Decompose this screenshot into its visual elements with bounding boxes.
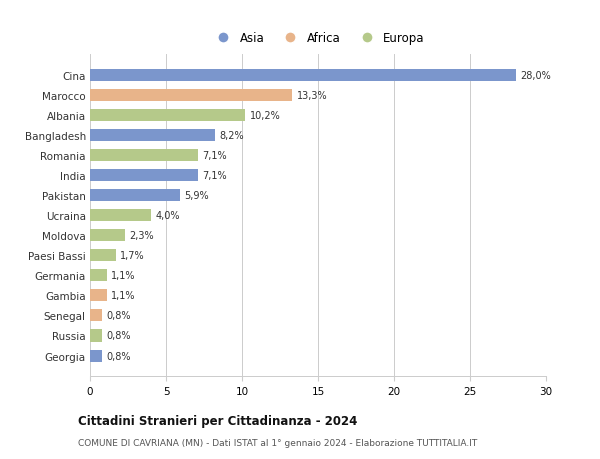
Text: 7,1%: 7,1% xyxy=(202,171,227,181)
Text: 4,0%: 4,0% xyxy=(155,211,180,221)
Text: 10,2%: 10,2% xyxy=(250,111,280,121)
Bar xyxy=(90,130,215,142)
Text: 1,1%: 1,1% xyxy=(111,291,136,301)
Bar xyxy=(90,110,245,122)
Bar xyxy=(90,190,179,202)
Bar xyxy=(90,70,515,82)
Bar xyxy=(90,230,125,242)
Bar xyxy=(90,290,107,302)
Bar xyxy=(90,310,102,322)
Text: 1,7%: 1,7% xyxy=(121,251,145,261)
Bar xyxy=(90,270,107,282)
Bar xyxy=(90,210,151,222)
Bar xyxy=(90,330,102,342)
Bar xyxy=(90,250,116,262)
Text: 13,3%: 13,3% xyxy=(297,91,328,101)
Text: 1,1%: 1,1% xyxy=(111,271,136,281)
Bar xyxy=(90,150,198,162)
Text: 7,1%: 7,1% xyxy=(202,151,227,161)
Bar xyxy=(90,90,292,102)
Text: 28,0%: 28,0% xyxy=(520,71,551,81)
Text: 0,8%: 0,8% xyxy=(107,351,131,361)
Text: 5,9%: 5,9% xyxy=(184,191,209,201)
Text: 0,8%: 0,8% xyxy=(107,311,131,321)
Legend: Asia, Africa, Europa: Asia, Africa, Europa xyxy=(208,29,428,49)
Text: 2,3%: 2,3% xyxy=(130,231,154,241)
Bar xyxy=(90,170,198,182)
Text: 8,2%: 8,2% xyxy=(219,131,244,141)
Text: Cittadini Stranieri per Cittadinanza - 2024: Cittadini Stranieri per Cittadinanza - 2… xyxy=(78,414,358,428)
Bar xyxy=(90,350,102,362)
Text: COMUNE DI CAVRIANA (MN) - Dati ISTAT al 1° gennaio 2024 - Elaborazione TUTTITALI: COMUNE DI CAVRIANA (MN) - Dati ISTAT al … xyxy=(78,438,477,447)
Text: 0,8%: 0,8% xyxy=(107,331,131,341)
